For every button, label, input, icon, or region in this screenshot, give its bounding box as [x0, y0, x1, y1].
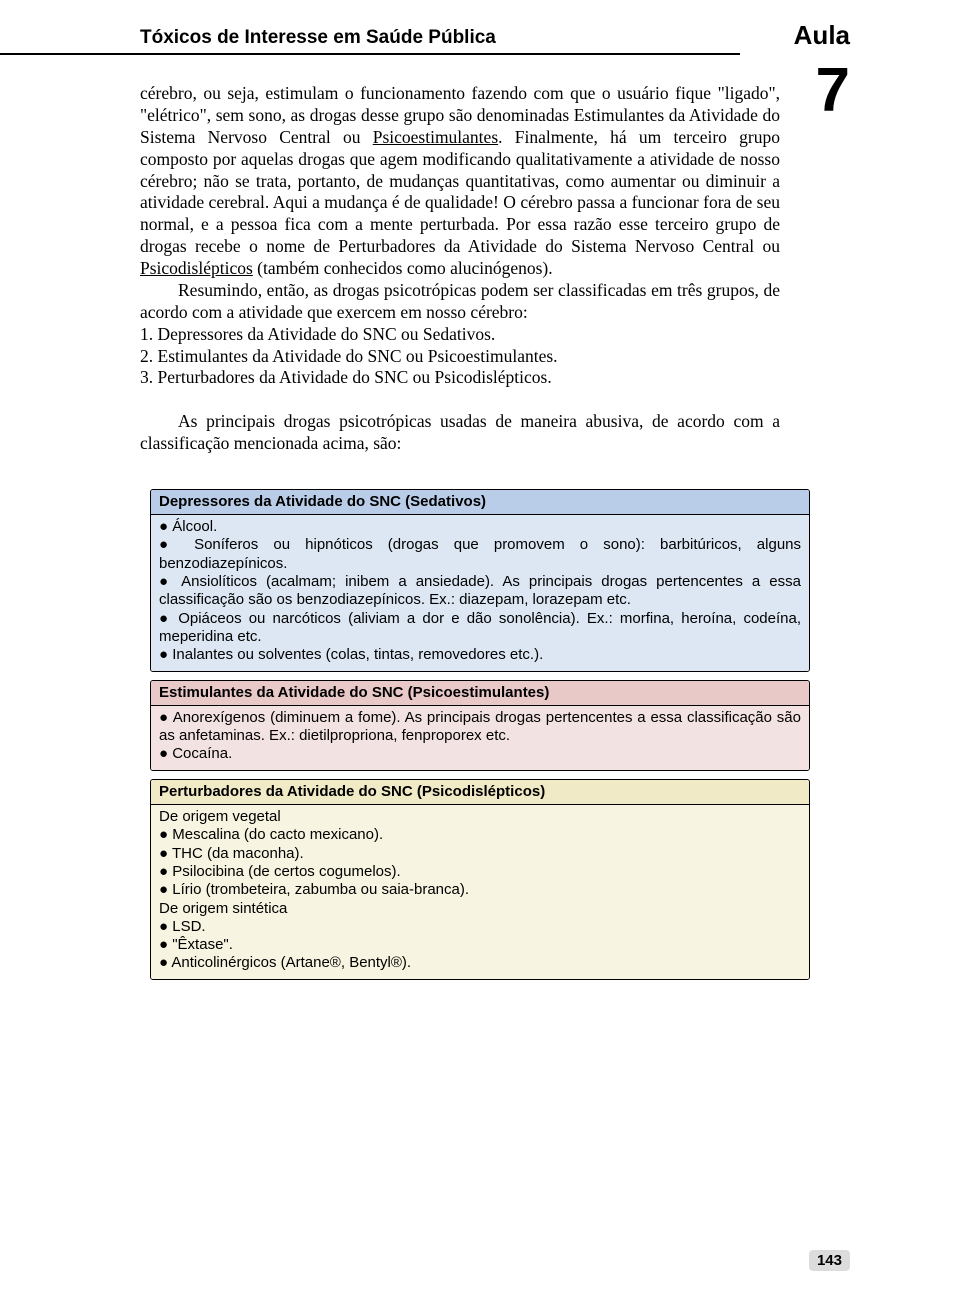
para2: Resumindo, então, as drogas psicotrópica…	[140, 280, 780, 324]
yellow-row-6: ● LSD.	[159, 918, 801, 936]
blue-row-1: ● Soníferos ou hipnóticos (drogas que pr…	[159, 536, 801, 573]
blue-row-4: ● Inalantes ou solventes (colas, tintas,…	[159, 646, 801, 664]
list-item-2: 2. Estimulantes da Atividade do SNC ou P…	[140, 346, 780, 368]
yellow-row-5: De origem sintética	[159, 900, 801, 918]
yellow-row-1: ● Mescalina (do cacto mexicano).	[159, 826, 801, 844]
pink-row-0: ● Anorexígenos (diminuem a fome). As pri…	[159, 709, 801, 746]
box-depressores-header: Depressores da Atividade do SNC (Sedativ…	[151, 490, 809, 515]
box-depressores: Depressores da Atividade do SNC (Sedativ…	[150, 489, 810, 672]
pink-row-1: ● Cocaína.	[159, 745, 801, 763]
yellow-row-3: ● Psilocibina (de certos cogumelos).	[159, 863, 801, 881]
box-estimulantes: Estimulantes da Atividade do SNC (Psicoe…	[150, 680, 810, 771]
classification-tables: Depressores da Atividade do SNC (Sedativ…	[0, 455, 960, 980]
para1-underline-1: Psicoestimulantes	[373, 127, 498, 147]
list-item-3: 3. Perturbadores da Atividade do SNC ou …	[140, 367, 780, 389]
page-header-title: Tóxicos de Interesse em Saúde Pública	[140, 27, 496, 51]
aula-label: Aula	[794, 20, 850, 51]
box-perturbadores: Perturbadores da Atividade do SNC (Psico…	[150, 779, 810, 980]
yellow-row-8: ● Anticolinérgicos (Artane®, Bentyl®).	[159, 954, 801, 972]
box-perturbadores-body: De origem vegetal ● Mescalina (do cacto …	[151, 805, 809, 979]
yellow-row-2: ● THC (da maconha).	[159, 845, 801, 863]
para1-underline-2: Psicodislépticos	[140, 258, 253, 278]
yellow-row-0: De origem vegetal	[159, 808, 801, 826]
box-estimulantes-header: Estimulantes da Atividade do SNC (Psicoe…	[151, 681, 809, 706]
yellow-row-4: ● Lírio (trombeteira, zabumba ou saia-br…	[159, 881, 801, 899]
blue-row-2: ● Ansiolíticos (acalmam; inibem a ansied…	[159, 573, 801, 610]
aula-number: 7	[816, 60, 850, 122]
box-perturbadores-header: Perturbadores da Atividade do SNC (Psico…	[151, 780, 809, 805]
yellow-row-7: ● "Êxtase".	[159, 936, 801, 954]
para1-c: (também conhecidos como alucinógenos).	[253, 258, 553, 278]
blue-row-0: ● Álcool.	[159, 518, 801, 536]
box-estimulantes-body: ● Anorexígenos (diminuem a fome). As pri…	[151, 706, 809, 770]
page-number: 143	[809, 1250, 850, 1271]
box-depressores-body: ● Álcool. ● Soníferos ou hipnóticos (dro…	[151, 515, 809, 670]
para3: As principais drogas psicotrópicas usada…	[140, 411, 780, 455]
blue-row-3: ● Opiáceos ou narcóticos (aliviam a dor …	[159, 610, 801, 647]
list-item-1: 1. Depressores da Atividade do SNC ou Se…	[140, 324, 780, 346]
